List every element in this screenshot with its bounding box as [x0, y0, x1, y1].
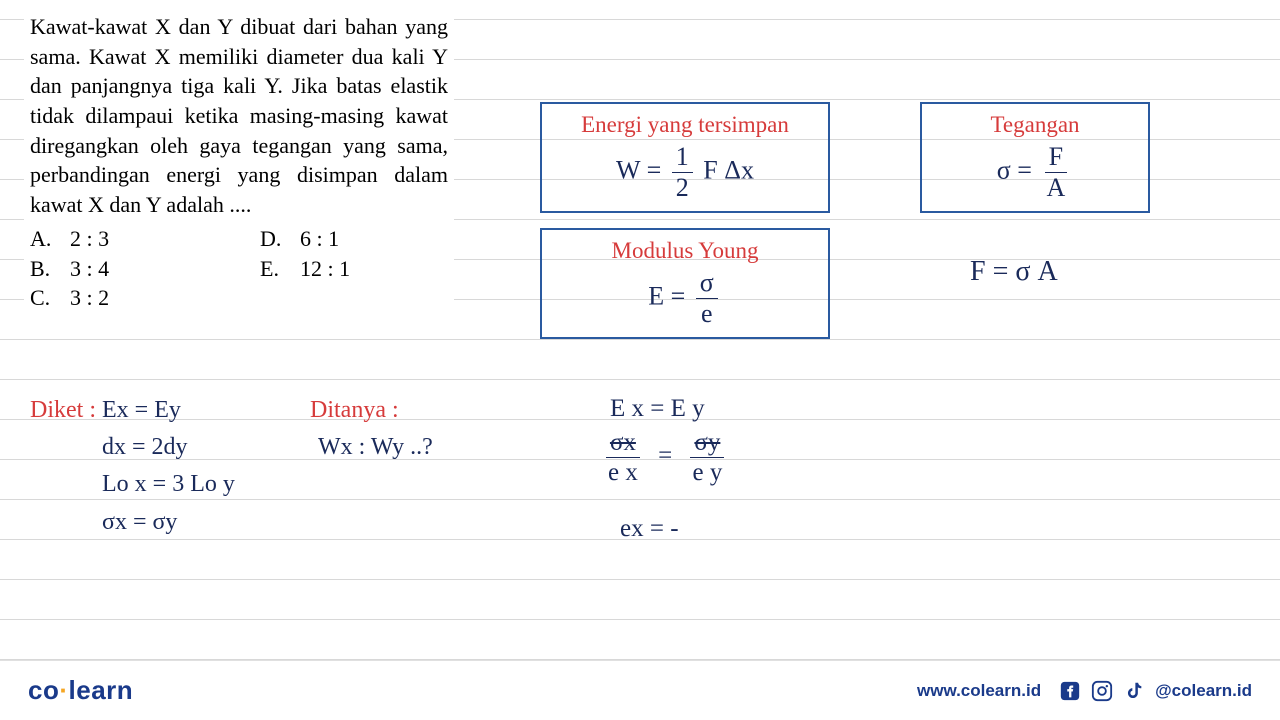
diket-label: Diket :: [30, 397, 96, 423]
footer: co·learn www.colearn.id @colearn.id: [0, 660, 1280, 720]
question-text: Kawat-kawat X dan Y dibuat dari bahan ya…: [30, 12, 448, 220]
working-line-1: E x = E y: [610, 390, 705, 429]
stress-title: Tegangan: [942, 112, 1128, 138]
option-b: B.3 : 4: [30, 254, 260, 284]
diket-line-2: dx = 2dy: [102, 434, 188, 460]
stress-box: Tegangan σ = FA: [920, 102, 1150, 213]
social-icons: @colearn.id: [1059, 680, 1252, 702]
diket-line-3: Lo x = 3 Lo y: [102, 471, 235, 497]
option-e: E.12 : 1: [260, 254, 350, 284]
option-d: D.6 : 1: [260, 224, 350, 254]
young-box: Modulus Young E = σe: [540, 228, 830, 339]
energy-box: Energi yang tersimpan W = 12 F Δx: [540, 102, 830, 213]
facebook-icon: [1059, 680, 1081, 702]
ditanya-block: Ditanya : Wx : Wy ..?: [310, 392, 433, 466]
energy-equation: W = 12 F Δx: [562, 144, 808, 201]
ditanya-label: Ditanya :: [310, 397, 399, 423]
diket-line-4: σx = σy: [102, 509, 177, 535]
footer-handle: @colearn.id: [1155, 681, 1252, 701]
footer-url: www.colearn.id: [917, 681, 1041, 701]
working-line-3: ex = -: [620, 510, 679, 549]
diket-block: Diket : Ex = Ey Diket : dx = 2dy Diket :…: [30, 392, 235, 541]
young-title: Modulus Young: [562, 238, 808, 264]
diket-line-1: Ex = Ey: [102, 397, 181, 423]
young-equation: E = σe: [562, 270, 808, 327]
ditanya-line: Wx : Wy ..?: [318, 434, 433, 460]
instagram-icon: [1091, 680, 1113, 702]
answer-options: A.2 : 3 B.3 : 4 C.3 : 2 D.6 : 1 E.12 : 1: [30, 224, 448, 313]
option-a: A.2 : 3: [30, 224, 260, 254]
brand-logo: co·learn: [28, 675, 133, 706]
tiktok-icon: [1123, 680, 1145, 702]
working-fracs: σxe x = σye y: [600, 430, 730, 485]
force-equation: F = σ A: [970, 250, 1058, 293]
option-c: C.3 : 2: [30, 283, 260, 313]
question-block: Kawat-kawat X dan Y dibuat dari bahan ya…: [24, 8, 454, 319]
stress-equation: σ = FA: [942, 144, 1128, 201]
energy-title: Energi yang tersimpan: [562, 112, 808, 138]
